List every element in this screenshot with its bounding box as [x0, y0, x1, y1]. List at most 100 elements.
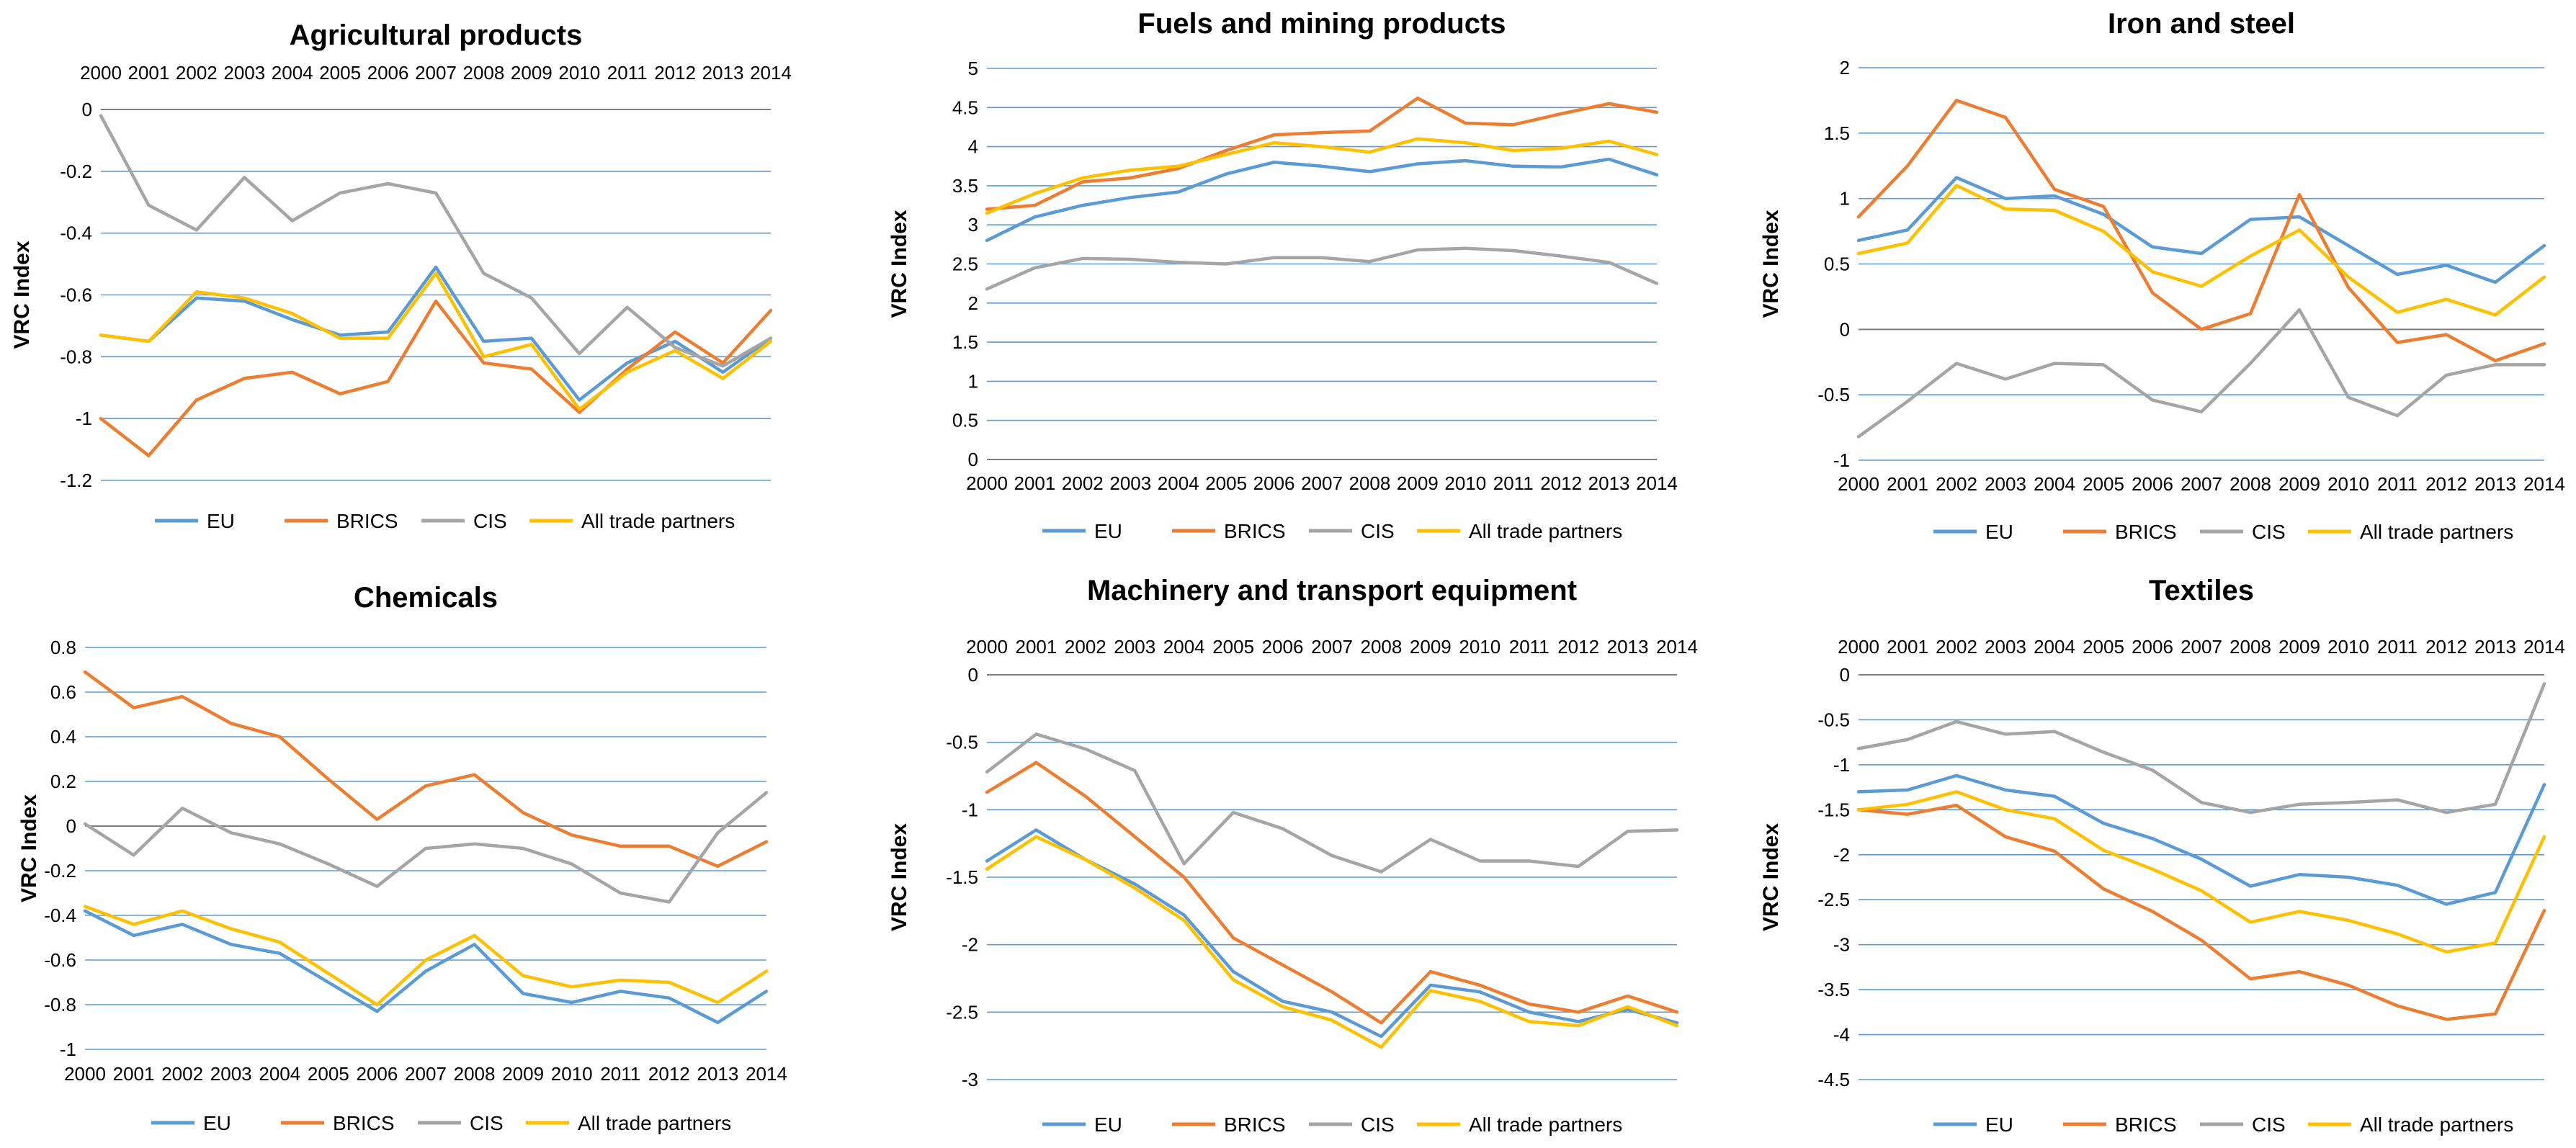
legend-label-brics: BRICS: [1224, 1113, 1286, 1136]
y-axis-label: VRC Index: [10, 241, 34, 349]
chart-title: Agricultural products: [290, 19, 583, 51]
series-line-all-trade-partners: [985, 137, 1659, 215]
series-line-cis: [99, 114, 773, 368]
y-tick-label: 3.5: [952, 175, 978, 197]
y-tick-label: 0.4: [50, 726, 76, 748]
x-tick-label: 2009: [1410, 636, 1452, 658]
x-tick-label: 2012: [1557, 636, 1599, 658]
legend-label-brics: BRICS: [2115, 1113, 2177, 1136]
y-axis-label: VRC Index: [1759, 210, 1783, 318]
y-tick-label: 4.5: [952, 97, 978, 118]
y-tick-label: 0.6: [50, 681, 76, 703]
x-tick-label: 2007: [1301, 472, 1343, 494]
x-tick-label: 2014: [746, 1063, 787, 1085]
y-tick-label: -0.4: [44, 905, 76, 926]
x-tick-label: 2012: [2425, 473, 2467, 495]
y-tick-label: -2: [1833, 844, 1850, 866]
x-tick-label: 2004: [2034, 636, 2075, 658]
x-tick-label: 2000: [1838, 473, 1879, 495]
legend-label-all-trade-partners: All trade partners: [2360, 1113, 2513, 1136]
x-tick-label: 2010: [2327, 636, 2369, 658]
series-line-all-trade-partners: [99, 272, 773, 411]
y-tick-label: -1: [1833, 449, 1850, 471]
legend-label-eu: EU: [1985, 1113, 2013, 1136]
series-line-all-trade-partners: [1856, 790, 2546, 954]
x-tick-label: 2013: [702, 62, 744, 84]
x-tick-label: 2008: [2230, 473, 2271, 495]
y-tick-label: 5: [968, 58, 978, 79]
x-tick-label: 2001: [1016, 636, 1057, 658]
x-tick-label: 2006: [2132, 636, 2173, 658]
x-tick-label: 2011: [600, 1063, 640, 1085]
x-tick-label: 2003: [223, 62, 265, 84]
x-tick-label: 2002: [1936, 636, 1977, 658]
chart-panel-textiles: Textiles 0 -0.5 -1 -1.5 -2 -2.5 -3 -3.5 -4 -4.5 200…: [1717, 574, 2576, 1148]
legend-label-all-trade-partners: All trade partners: [1469, 520, 1622, 542]
y-tick-label: -0.4: [60, 223, 92, 244]
chart-chemicals: Chemicals 0.8 0.6 0.4 0.2 0 -0.2 -0.4 -0.6 -0.8 -1…: [17, 582, 787, 1134]
y-tick-label: -1: [1833, 754, 1850, 776]
x-tick-label: 2008: [454, 1063, 496, 1085]
x-tick-label: 2006: [1253, 472, 1295, 494]
x-tick-label: 2001: [128, 62, 170, 84]
y-tick-label: -2: [962, 934, 978, 956]
x-tick-label: 2013: [2474, 473, 2516, 495]
x-tick-label: 2005: [319, 62, 361, 84]
series-line-eu: [1856, 773, 2546, 906]
y-tick-label: 0: [968, 664, 978, 686]
x-tick-label: 2012: [2425, 636, 2467, 658]
x-tick-label: 2001: [1887, 473, 1928, 495]
x-tick-label: 2010: [1459, 636, 1501, 658]
series-line-cis: [985, 732, 1679, 874]
x-tick-label: 2012: [1540, 472, 1582, 494]
x-tick-label: 2014: [2523, 636, 2565, 658]
legend-label-all-trade-partners: All trade partners: [578, 1112, 731, 1134]
x-tick-label: 2010: [551, 1063, 593, 1085]
x-tick-label: 2014: [1636, 472, 1678, 494]
y-tick-label: 2.5: [952, 254, 978, 275]
x-tick-label: 2002: [161, 1063, 203, 1085]
series-line-cis: [985, 246, 1659, 291]
y-tick-label: 0: [1840, 318, 1850, 340]
chart-textiles: Textiles 0 -0.5 -1 -1.5 -2 -2.5 -3 -3.5 -4 -4.5 200…: [1759, 575, 2565, 1136]
x-tick-label: 2000: [966, 472, 1008, 494]
legend-label-brics: BRICS: [336, 510, 398, 532]
y-tick-label: 1: [1840, 188, 1850, 210]
legend-label-eu: EU: [1985, 521, 2013, 543]
series-line-brics: [83, 670, 769, 869]
x-tick-label: 2008: [1361, 636, 1403, 658]
chart-panel-iron-and-steel: Iron and steel 2 1.5 1 0.5 0 -0.5 -1 2000 2001 200…: [1717, 0, 2576, 574]
x-tick-label: 2003: [1109, 472, 1151, 494]
x-tick-label: 2011: [2377, 473, 2418, 495]
x-tick-label: 2013: [1607, 636, 1649, 658]
series-line-brics: [99, 299, 773, 457]
y-tick-label: 0.2: [50, 771, 76, 792]
series-line-all-trade-partners: [985, 835, 1679, 1049]
x-tick-label: 2005: [1205, 472, 1247, 494]
x-tick-label: 2003: [210, 1063, 252, 1085]
legend-label-eu: EU: [207, 510, 235, 532]
legend-label-eu: EU: [1094, 520, 1122, 542]
y-tick-label: -3: [1833, 934, 1850, 956]
x-tick-label: 2008: [2230, 636, 2271, 658]
y-tick-label: 2: [1840, 57, 1850, 79]
y-tick-label: -3: [962, 1069, 978, 1090]
x-tick-label: 2002: [1062, 472, 1104, 494]
x-tick-label: 2004: [259, 1063, 300, 1085]
x-tick-label: 2004: [1158, 472, 1199, 494]
x-tick-label: 2008: [1349, 472, 1391, 494]
x-tick-label: 2007: [405, 1063, 447, 1085]
x-tick-label: 2008: [463, 62, 505, 84]
x-tick-label: 2012: [654, 62, 696, 84]
x-tick-label: 2000: [64, 1063, 106, 1085]
x-tick-label: 2003: [1985, 473, 2026, 495]
y-tick-label: 1: [968, 370, 978, 392]
legend-label-cis: CIS: [1361, 520, 1395, 542]
x-tick-label: 2002: [176, 62, 218, 84]
x-tick-label: 2012: [648, 1063, 690, 1085]
x-tick-label: 2005: [2083, 473, 2124, 495]
series-line-brics: [985, 761, 1679, 1025]
y-tick-label: -0.8: [60, 346, 92, 367]
y-axis-label: VRC Index: [1759, 823, 1783, 931]
